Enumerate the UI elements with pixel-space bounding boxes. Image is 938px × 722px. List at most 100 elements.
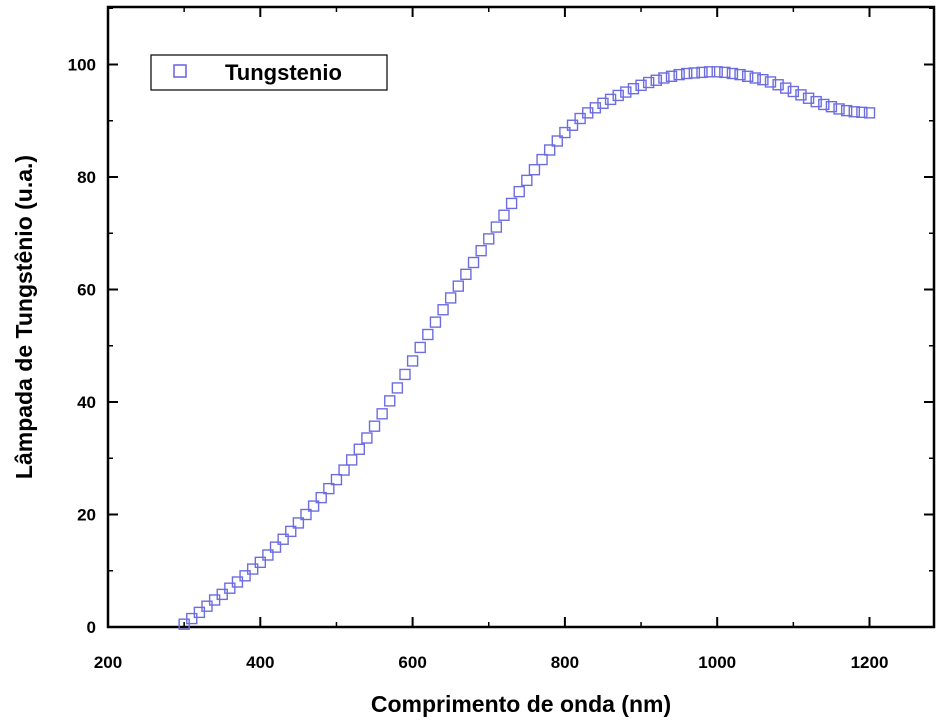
data-point: [749, 72, 761, 84]
data-point: [551, 135, 563, 147]
data-point: [627, 82, 640, 95]
data-point: [536, 153, 548, 166]
x-tick-label: 1000: [698, 653, 736, 672]
data-point: [406, 355, 419, 367]
data-point: [696, 66, 708, 79]
data-point: [277, 533, 289, 545]
data-point: [780, 82, 792, 94]
data-point: [658, 72, 670, 84]
data-point: [498, 209, 510, 221]
data-point: [292, 517, 305, 529]
data-point: [840, 104, 853, 117]
y-axis-ticks: 0 20 40 60 80 100: [68, 7, 934, 637]
data-point: [764, 76, 777, 88]
data-point: [285, 525, 297, 538]
data-point: [391, 382, 404, 394]
data-point: [323, 482, 335, 495]
data-point: [475, 244, 487, 257]
data-point: [414, 341, 426, 354]
y-tick-label: 0: [87, 618, 96, 637]
data-point: [330, 473, 343, 486]
data-point: [642, 76, 655, 89]
data-point: [338, 464, 350, 476]
data-point: [612, 89, 624, 102]
data-point: [521, 174, 533, 187]
data-point: [848, 106, 860, 118]
data-point: [795, 89, 807, 101]
data-point: [216, 588, 228, 601]
data-point: [460, 268, 472, 281]
data-point: [483, 233, 495, 245]
data-point: [688, 67, 701, 79]
data-point: [315, 491, 327, 504]
data-point: [833, 103, 845, 115]
data-point: [863, 107, 876, 119]
data-point: [513, 185, 525, 198]
data-point: [368, 420, 381, 432]
data-point: [650, 74, 662, 86]
data-point: [353, 443, 365, 455]
data-point: [467, 256, 480, 269]
data-point: [269, 541, 282, 553]
data-point: [665, 70, 678, 83]
data-point: [703, 66, 716, 78]
data-point: [376, 408, 388, 420]
x-axis-title: Comprimento de onda (nm): [371, 691, 671, 717]
data-point: [193, 606, 206, 619]
x-axis-ticks: 200 400 600 800 1000 1200: [94, 7, 889, 672]
data-point: [361, 432, 373, 444]
data-point: [231, 576, 244, 588]
data-point: [437, 304, 449, 316]
data-point: [384, 395, 396, 407]
data-point: [186, 612, 198, 625]
x-tick-label: 400: [246, 653, 274, 672]
data-point: [757, 73, 769, 86]
data-point: [726, 67, 739, 80]
plot-frame: [106, 5, 936, 629]
data-point: [300, 508, 312, 521]
data-point: [566, 119, 579, 131]
data-point: [802, 92, 815, 104]
data-point: [399, 368, 411, 381]
data-point: [620, 86, 632, 98]
data-point: [635, 79, 647, 92]
data-point: [429, 316, 442, 328]
data-point: [452, 280, 464, 292]
data-point: [528, 163, 541, 176]
legend-marker-open-square: [173, 64, 187, 78]
data-point: [543, 144, 556, 156]
data-point: [201, 600, 213, 612]
data-point: [734, 68, 746, 81]
data-point: [787, 85, 800, 98]
legend-box: [150, 54, 388, 91]
x-tick-label: 200: [94, 653, 122, 672]
y-tick-label: 20: [77, 506, 96, 525]
y-tick-label: 80: [77, 168, 96, 187]
data-point: [444, 292, 457, 304]
y-axis-title: Lâmpada de Tungstênio (u.a.): [11, 155, 37, 479]
data-point: [597, 97, 609, 110]
data-point: [818, 98, 830, 111]
data-point: [307, 500, 320, 512]
data-point: [856, 106, 868, 119]
y-tick-label: 100: [68, 56, 96, 75]
data-point: [741, 70, 754, 83]
y-tick-label: 40: [77, 393, 96, 412]
data-point: [246, 563, 259, 575]
data-point: [422, 328, 434, 341]
y-tick-label: 60: [77, 281, 96, 300]
x-tick-label: 1200: [851, 653, 889, 672]
data-point: [239, 570, 251, 582]
data-point: [490, 221, 503, 233]
x-tick-label: 600: [398, 653, 426, 672]
data-point: [673, 68, 685, 81]
data-point: [224, 582, 236, 594]
data-point: [604, 93, 617, 106]
data-point: [345, 454, 358, 466]
data-point: [810, 95, 822, 108]
data-point: [262, 549, 274, 561]
legend: Tungstenio: [150, 54, 388, 91]
data-series-tungstenio: [178, 66, 876, 630]
data-point: [825, 100, 838, 113]
